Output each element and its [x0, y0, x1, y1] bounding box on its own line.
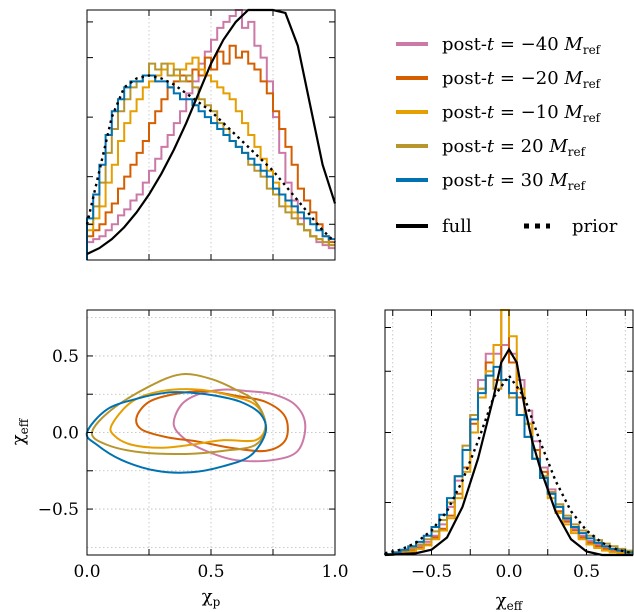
chi-eff-marginal-hist-t_minus_10: [385, 309, 633, 556]
legend-label-t_minus_40: post-t = −40 Mref: [442, 34, 602, 57]
legend-label-t_minus_20: post-t = −20 Mref: [442, 68, 602, 91]
joint-contour-xtick-label-1: 0.5: [197, 562, 224, 582]
legend-label-t_minus_10: post-t = −10 Mref: [442, 102, 602, 125]
chi-eff-marginal-curve-full: [384, 347, 633, 557]
joint-contour-xtick-label-2: 1.0: [321, 562, 348, 582]
joint-contour-frame: [86, 309, 336, 556]
chi-p-marginal-frame: [86, 9, 336, 261]
legend-label-t_20: post-t = 20 Mref: [442, 136, 587, 159]
chi-p-marginal-ticks: [87, 10, 335, 260]
chi-eff-marginal-xtick-label-1: 0.0: [495, 562, 522, 582]
joint-contours: [85, 373, 307, 474]
x-axis-label-chi-eff: χeff: [496, 590, 524, 612]
chi-eff-marginal-tick-labels: −0.5 0.0 0.5: [411, 562, 600, 582]
chi-eff-marginal-histograms: [384, 309, 634, 557]
legend-label-t_30: post-t = 30 Mref: [442, 170, 587, 193]
legend-label-full: full: [442, 216, 472, 237]
chi-p-marginal-hist-t_minus_10: [86, 56, 335, 260]
joint-contour-t_30: [85, 391, 268, 474]
y-axis-label-chi-eff: χeff: [8, 417, 31, 445]
joint-contour-t_minus_10: [109, 388, 267, 449]
chi-p-marginal-hist-t_minus_20: [86, 44, 335, 260]
chi-p-marginal-hist-t_20: [86, 62, 335, 260]
chi-eff-marginal-grid: [392, 310, 626, 555]
joint-contour-ticks: [87, 310, 335, 555]
legend: post-t = −40 Mref post-t = −20 Mref post-t…: [396, 34, 618, 237]
joint-contour-tick-labels: 0.0 0.5 1.0 −0.5 0.0 0.5: [38, 347, 349, 582]
chi-p-marginal-hist-t_30: [86, 74, 335, 260]
joint-contour-ytick-label-0: −0.5: [38, 500, 79, 520]
chi-p-marginal-curve-full: [86, 8, 337, 256]
chi-eff-marginal-xtick-label-0: −0.5: [411, 562, 452, 582]
joint-contour-t_20: [90, 373, 267, 456]
chi-eff-marginal-ticks: [385, 310, 633, 555]
chi-p-marginal-panel: [85, 8, 337, 261]
x-axis-label-chi-p: χp: [202, 586, 221, 609]
chi-eff-marginal-xtick-label-2: 0.5: [573, 562, 600, 582]
chi-eff-marginal-curve-prior: [384, 373, 634, 555]
joint-contour-t_minus_40: [172, 388, 307, 463]
chi-p-marginal-histograms: [85, 8, 337, 260]
chi-eff-marginal-panel: −0.5 0.0 0.5 χeff: [384, 309, 634, 612]
chi-eff-marginal-frame: [384, 309, 634, 556]
joint-contour-t_minus_20: [135, 390, 289, 453]
chi-eff-marginal-hist-t_30: [384, 365, 633, 556]
joint-contour-grid: [87, 310, 335, 555]
joint-contour-xtick-label-0: 0.0: [73, 562, 100, 582]
joint-contour-ytick-label-1: 0.0: [52, 424, 79, 444]
joint-contour-panel: 0.0 0.5 1.0 −0.5 0.0 0.5 χp χeff: [8, 309, 349, 609]
chi-p-marginal-curve-prior: [85, 74, 336, 244]
legend-label-prior: prior: [572, 216, 618, 237]
joint-contour-ytick-label-2: 0.5: [52, 347, 79, 367]
